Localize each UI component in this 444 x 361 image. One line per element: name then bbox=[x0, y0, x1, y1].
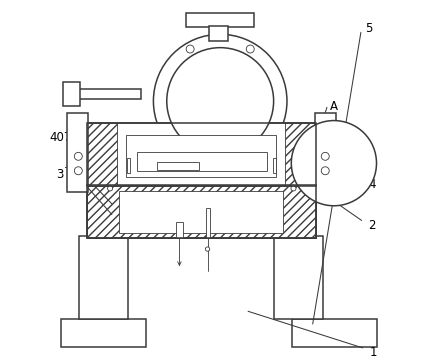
Bar bbox=[285, 123, 316, 186]
Bar bbox=[127, 158, 130, 173]
Bar bbox=[206, 208, 210, 238]
Bar bbox=[176, 222, 183, 238]
Bar bbox=[87, 185, 316, 238]
Bar bbox=[87, 123, 316, 186]
Circle shape bbox=[107, 186, 113, 191]
Text: 3: 3 bbox=[56, 168, 63, 180]
Circle shape bbox=[321, 167, 329, 175]
Circle shape bbox=[186, 149, 194, 157]
Circle shape bbox=[291, 186, 296, 191]
Bar bbox=[87, 123, 316, 186]
Bar bbox=[273, 158, 276, 173]
Circle shape bbox=[216, 157, 224, 165]
Circle shape bbox=[246, 149, 254, 157]
Text: 301: 301 bbox=[119, 158, 138, 168]
Bar bbox=[137, 152, 267, 171]
Text: 4075: 4075 bbox=[84, 178, 109, 188]
Circle shape bbox=[206, 247, 210, 251]
Text: A: A bbox=[330, 100, 338, 113]
Bar bbox=[87, 185, 316, 238]
Text: 5: 5 bbox=[365, 22, 373, 35]
Bar bbox=[293, 319, 377, 347]
Circle shape bbox=[74, 167, 82, 175]
Text: 302: 302 bbox=[119, 167, 138, 177]
Text: 4: 4 bbox=[369, 178, 376, 191]
Bar bbox=[78, 89, 141, 99]
Bar bbox=[67, 113, 88, 192]
Circle shape bbox=[291, 121, 377, 206]
Circle shape bbox=[321, 152, 329, 160]
Bar bbox=[157, 162, 198, 170]
Text: 2: 2 bbox=[368, 219, 376, 232]
Bar bbox=[127, 135, 276, 177]
Bar bbox=[209, 26, 229, 41]
Text: 4073: 4073 bbox=[84, 161, 109, 171]
Text: 303: 303 bbox=[119, 175, 138, 186]
Text: 407: 407 bbox=[49, 131, 72, 144]
Bar bbox=[63, 82, 80, 106]
Circle shape bbox=[74, 152, 82, 160]
Circle shape bbox=[186, 45, 194, 53]
Text: 4074: 4074 bbox=[84, 169, 109, 179]
Bar bbox=[79, 236, 128, 319]
Circle shape bbox=[154, 34, 287, 168]
Bar bbox=[119, 191, 283, 233]
Text: 4071: 4071 bbox=[84, 144, 109, 155]
Bar bbox=[87, 185, 316, 238]
Bar bbox=[315, 113, 336, 192]
Bar bbox=[61, 319, 146, 347]
Text: 4072: 4072 bbox=[84, 153, 109, 163]
Bar bbox=[274, 236, 323, 319]
Circle shape bbox=[167, 48, 274, 155]
Text: 1: 1 bbox=[369, 346, 377, 359]
Bar bbox=[186, 13, 254, 27]
Bar bbox=[87, 123, 117, 186]
Circle shape bbox=[246, 45, 254, 53]
